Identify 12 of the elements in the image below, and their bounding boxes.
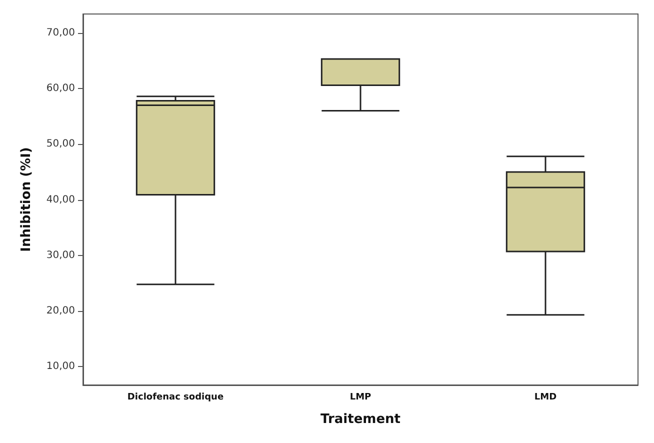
y-tick-label: 50,00 [46,138,75,150]
y-tick-label: 40,00 [46,194,75,206]
y-tick-label: 20,00 [46,306,75,317]
y-tick-label: 10,00 [46,361,75,372]
y-tick-label: 70,00 [46,27,75,38]
x-tick-label: Diclofenac sodique [127,392,224,402]
x-tick-label: LMP [350,392,372,402]
y-axis-title: Inhibition (%I) [19,147,34,252]
y-tick-label: 30,00 [46,250,75,261]
x-tick-label: LMD [534,392,557,402]
y-tick-label: 60,00 [46,83,75,94]
x-axis-title: Traitement [320,412,400,427]
